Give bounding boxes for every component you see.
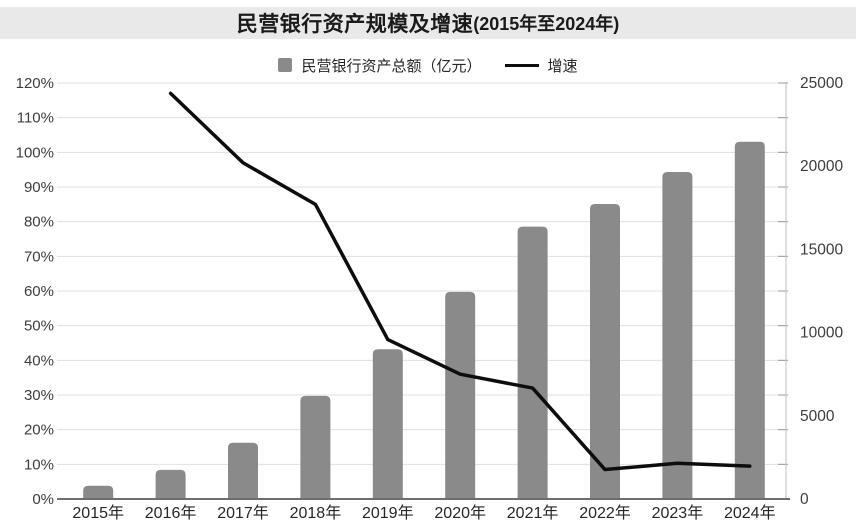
- bar-2015年: [83, 485, 114, 499]
- left-axis-tick-label: 60%: [24, 283, 54, 300]
- x-axis-category-label: 2021年: [507, 504, 559, 522]
- growth-line: [168, 91, 752, 472]
- left-axis-tick-label: 30%: [24, 387, 54, 404]
- x-axis-category-label: 2020年: [434, 504, 486, 522]
- bar-2019年: [372, 349, 403, 499]
- line-series-swatch-icon: [504, 63, 539, 67]
- bar-2022年: [590, 203, 620, 500]
- bar-series-legend-label: 民营银行资产总额（亿元）: [301, 57, 482, 75]
- chart-legend: 民营银行资产总额（亿元） 增速: [0, 55, 856, 75]
- bar-2021年: [517, 226, 548, 499]
- chart-title-band: 民营银行资产规模及增速 (2015年至2024年): [0, 7, 856, 39]
- x-axis-category-label: 2016年: [145, 504, 197, 522]
- right-axis-tick-label: 20000: [800, 158, 843, 175]
- bar-2020年: [445, 291, 476, 499]
- right-axis-tick-label: 10000: [800, 325, 843, 342]
- left-axis-tick-label: 80%: [24, 214, 54, 231]
- x-axis-category-label: 2015年: [72, 504, 124, 522]
- left-axis-tick-label: 50%: [24, 318, 54, 335]
- left-axis-tick-label: 0%: [32, 491, 54, 508]
- bar-2017年: [228, 442, 258, 499]
- x-axis-category-label: 2024年: [724, 504, 776, 522]
- bar-2023年: [662, 172, 693, 500]
- left-axis-tick-label: 10%: [24, 456, 54, 473]
- x-axis-category-label: 2023年: [652, 504, 704, 522]
- bar-2016年: [155, 469, 186, 499]
- left-axis-tick-label: 90%: [24, 179, 54, 196]
- x-axis-category-label: 2017年: [217, 504, 269, 522]
- right-axis-tick-label: 15000: [800, 241, 843, 258]
- bar-series-swatch-icon: [278, 58, 293, 72]
- left-axis-tick-label: 70%: [24, 248, 54, 265]
- chart-title: 民营银行资产规模及增速: [236, 13, 474, 36]
- x-axis-category-label: 2019年: [362, 504, 414, 522]
- right-axis-tick-label: 0: [800, 491, 809, 508]
- left-axis-tick-label: 40%: [24, 352, 54, 369]
- x-axis-category-label: 2018年: [290, 504, 342, 522]
- chart-title-range: (2015年至2024年): [473, 14, 620, 34]
- bar-2018年: [300, 395, 331, 499]
- left-axis-tick-label: 100%: [16, 144, 54, 161]
- left-axis-tick-label: 120%: [16, 75, 54, 92]
- right-axis-tick-label: 5000: [800, 408, 835, 425]
- left-axis-tick-label: 110%: [17, 110, 54, 127]
- line-series-legend-label: 增速: [547, 57, 578, 75]
- x-axis-category-label: 2022年: [579, 504, 631, 522]
- left-axis-tick-label: 20%: [24, 422, 54, 439]
- right-axis-tick-label: 25000: [800, 75, 843, 92]
- bar-2024年: [734, 141, 765, 499]
